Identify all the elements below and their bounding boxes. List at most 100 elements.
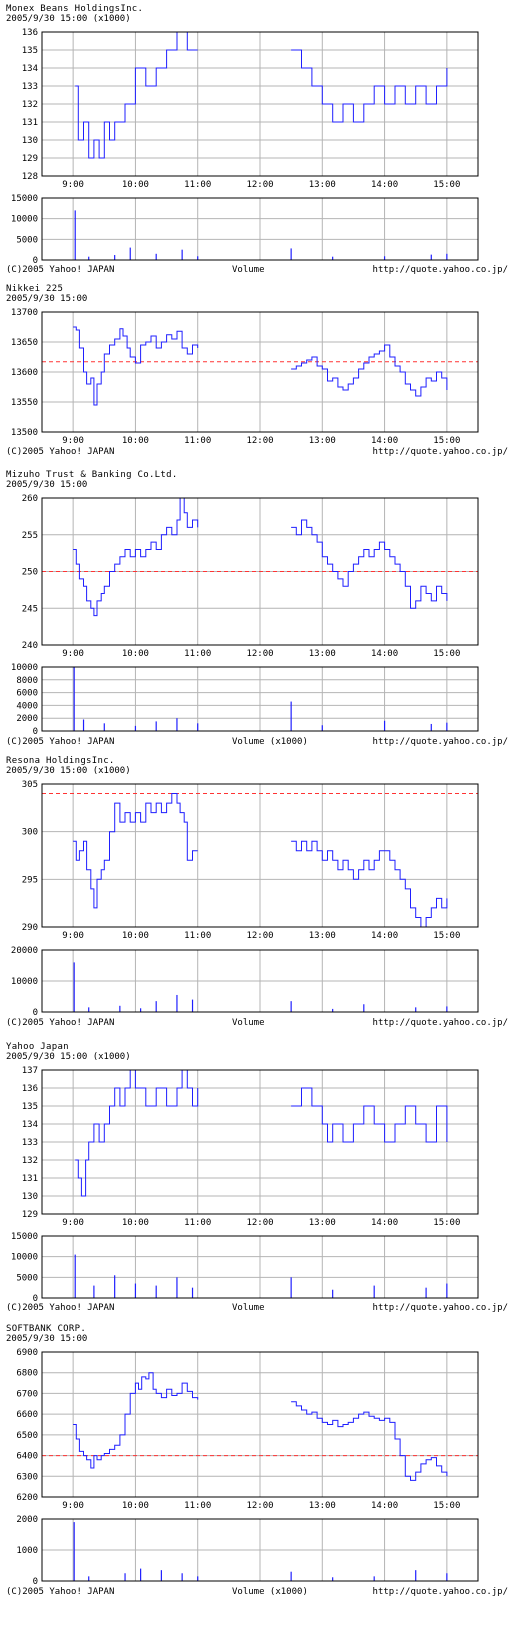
time-tick-label: 9:00 [62,1218,84,1228]
time-tick-label: 9:00 [62,1501,84,1511]
source-url: http://quote.yahoo.co.jp/ [373,265,508,275]
volume-plot-frame [41,666,479,732]
time-tick-label: 15:00 [433,1501,460,1511]
price-tick-label: 6700 [16,1389,38,1399]
price-tick-label: 133 [22,1138,38,1148]
time-tick-label: 14:00 [371,1218,398,1228]
chart-subtitle: 2005/9/30 15:00 [6,1334,87,1344]
price-tick-label: 6800 [16,1369,38,1379]
volume-tick-label: 10000 [11,215,38,225]
price-tick-label: 133 [22,82,38,92]
price-plot-frame [41,497,479,646]
stock-chart-5 [41,1069,479,1299]
price-tick-label: 255 [22,531,38,541]
time-tick-label: 9:00 [62,931,84,941]
source-url: http://quote.yahoo.co.jp/ [373,447,508,457]
volume-plot-frame [41,1235,479,1299]
price-tick-label: 6500 [16,1431,38,1441]
time-tick-label: 10:00 [122,1501,149,1511]
time-tick-label: 15:00 [433,1218,460,1228]
chart-title: Mizuho Trust & Banking Co.Ltd. [6,470,178,480]
price-tick-label: 240 [22,641,38,651]
volume-tick-label: 0 [33,1294,38,1304]
price-tick-label: 129 [22,1210,38,1220]
price-tick-label: 130 [22,1192,38,1202]
price-plot-frame [41,1351,479,1498]
price-tick-label: 131 [22,118,38,128]
stock-chart-6 [41,1351,479,1582]
price-series-afternoon [291,1401,448,1481]
time-tick-label: 11:00 [184,931,211,941]
copyright-text: (C)2005 Yahoo! JAPAN [6,265,114,275]
price-tick-label: 295 [22,875,38,885]
time-tick-label: 13:00 [309,180,336,190]
time-tick-label: 15:00 [433,436,460,446]
time-tick-label: 13:00 [309,436,336,446]
volume-tick-label: 10000 [11,977,38,987]
volume-tick-label: 2000 [16,1515,38,1525]
price-tick-label: 137 [22,1066,38,1076]
time-tick-label: 13:00 [309,931,336,941]
price-plot-frame [41,311,479,433]
time-tick-label: 14:00 [371,931,398,941]
price-tick-label: 260 [22,494,38,504]
volume-tick-label: 10000 [11,1253,38,1263]
price-tick-label: 135 [22,46,38,56]
time-tick-label: 15:00 [433,931,460,941]
time-tick-label: 13:00 [309,1501,336,1511]
time-tick-label: 15:00 [433,180,460,190]
volume-tick-label: 15000 [11,1232,38,1242]
volume-label: Volume (x1000) [232,737,308,747]
price-tick-label: 135 [22,1102,38,1112]
volume-tick-label: 20000 [11,946,38,956]
price-tick-label: 136 [22,1084,38,1094]
time-tick-label: 12:00 [246,436,273,446]
volume-tick-label: 5000 [16,1273,38,1283]
time-tick-label: 11:00 [184,180,211,190]
price-tick-label: 290 [22,923,38,933]
stock-chart-3 [41,497,479,732]
volume-label: Volume [232,1018,265,1028]
chart-subtitle: 2005/9/30 15:00 [6,294,87,304]
price-series-morning [73,326,199,406]
price-series-morning [75,1069,199,1197]
volume-tick-label: 1000 [16,1546,38,1556]
price-tick-label: 6900 [16,1348,38,1358]
volume-tick-label: 0 [33,1008,38,1018]
source-url: http://quote.yahoo.co.jp/ [373,1587,508,1597]
price-tick-label: 132 [22,1156,38,1166]
price-series-morning [73,497,199,617]
copyright-text: (C)2005 Yahoo! JAPAN [6,1018,114,1028]
price-series-afternoon [291,1087,448,1143]
stock-chart-1 [41,31,479,261]
volume-plot-frame [41,949,479,1013]
price-series-afternoon [291,49,448,123]
chart-title: Nikkei 225 [6,284,63,294]
price-tick-label: 13600 [11,368,38,378]
time-tick-label: 13:00 [309,1218,336,1228]
time-tick-label: 9:00 [62,436,84,446]
time-tick-label: 14:00 [371,436,398,446]
stock-chart-2 [41,311,479,433]
price-tick-label: 134 [22,64,38,74]
price-series-morning [75,31,198,159]
time-tick-label: 12:00 [246,180,273,190]
chart-subtitle: 2005/9/30 15:00 [6,480,87,490]
source-url: http://quote.yahoo.co.jp/ [373,737,508,747]
price-tick-label: 129 [22,154,38,164]
volume-tick-label: 0 [33,256,38,266]
price-tick-label: 128 [22,172,38,182]
price-tick-label: 13550 [11,398,38,408]
price-tick-label: 300 [22,828,38,838]
volume-label: Volume [232,265,265,275]
chart-title: Resona HoldingsInc. [6,756,115,766]
price-tick-label: 250 [22,568,38,578]
time-tick-label: 12:00 [246,1501,273,1511]
volume-tick-label: 8000 [16,676,38,686]
volume-tick-label: 6000 [16,689,38,699]
price-series-afternoon [291,344,448,397]
price-plot-frame [41,1069,479,1215]
chart-subtitle: 2005/9/30 15:00 (x1000) [6,766,131,776]
volume-tick-label: 4000 [16,701,38,711]
